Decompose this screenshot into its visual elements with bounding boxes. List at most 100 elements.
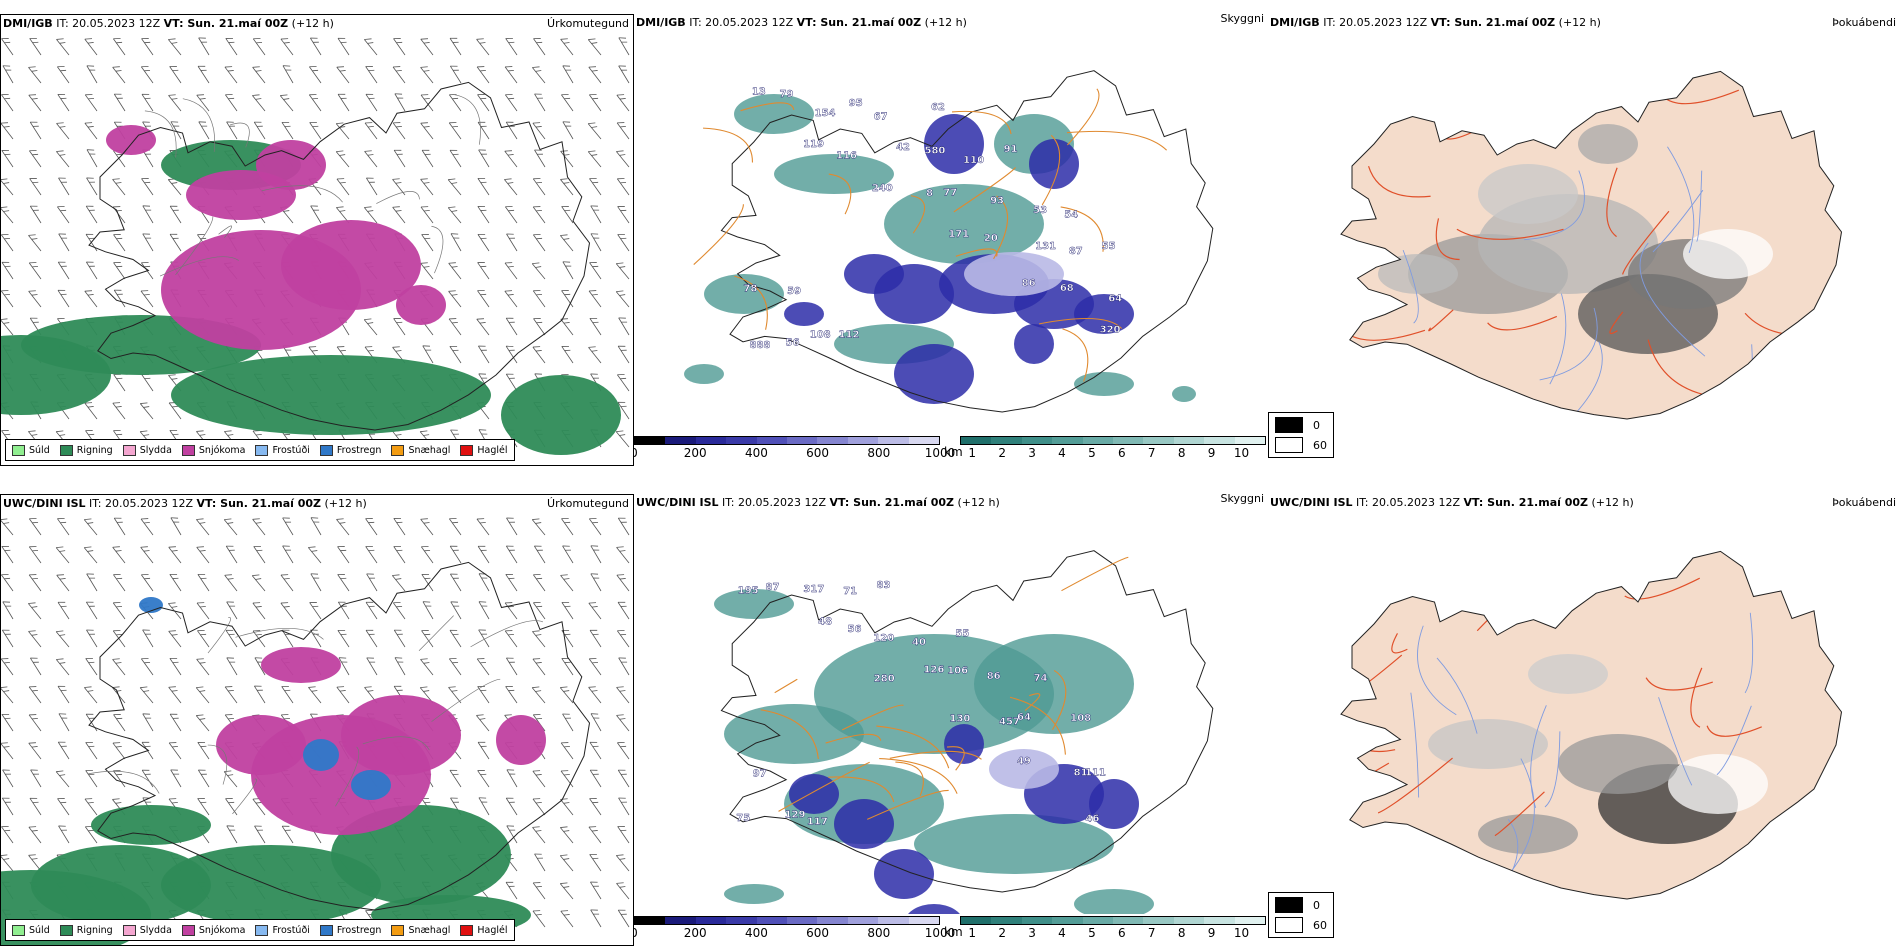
legend-swatch xyxy=(319,444,333,456)
colorbar-tick-label: 8 xyxy=(1177,926,1186,940)
legend-label: Snæhagl xyxy=(408,444,451,456)
colorbar-tick-label: 1000 xyxy=(924,446,956,460)
cloudbase-label: 240 xyxy=(872,183,893,194)
panel-title: Þokuábendi xyxy=(1832,496,1896,509)
cloudbase-label: 108 xyxy=(1070,713,1091,724)
legend-swatch xyxy=(122,924,136,936)
cloudbase-label: 64 xyxy=(1017,712,1031,723)
panel-header: UWC/DINI ISL IT: 20.05.2023 12Z VT: Sun.… xyxy=(636,496,1000,509)
legend-label: Súld xyxy=(29,444,50,456)
legend-swatch xyxy=(181,444,195,456)
legend-item: Slydda xyxy=(122,444,172,456)
cloudbase-label: 67 xyxy=(874,111,888,122)
fog-legend-swatch xyxy=(1275,417,1303,433)
cloudbase-label: 20 xyxy=(984,233,998,244)
legend-item: Súld xyxy=(12,444,50,456)
cloudbase-label: 117 xyxy=(807,816,828,827)
cloudbase-label: 457 xyxy=(999,716,1020,727)
cloudbase-label: 53 xyxy=(1033,205,1047,216)
cloudbase-label: 93 xyxy=(990,196,1004,207)
cloudbase-label: 46 xyxy=(1085,813,1099,824)
panel-title: Þokuábendi xyxy=(1832,16,1896,29)
legend-item: Haglél xyxy=(460,444,508,456)
panel-header: UWC/DINI ISL IT: 20.05.2023 12Z VT: Sun.… xyxy=(1270,496,1634,509)
cloudbase-label: 54 xyxy=(1064,209,1078,220)
visibility-panel-row1: DMI/IGB IT: 20.05.2023 12Z VT: Sun. 21.m… xyxy=(634,14,1268,466)
colorbar-cells xyxy=(634,436,940,445)
cloudbase-label: 87 xyxy=(1069,246,1083,257)
legend-item: Snæhagl xyxy=(391,444,451,456)
legend-label: Súld xyxy=(29,924,50,936)
cloudbase-label: 75 xyxy=(736,813,750,824)
panel-header: DMI/IGB IT: 20.05.2023 12Z VT: Sun. 21.m… xyxy=(1270,16,1601,29)
colorbar-tick-label: 7 xyxy=(1147,926,1156,940)
cloudbase-label: 154 xyxy=(815,108,836,119)
cloudbase-label: 95 xyxy=(849,98,863,109)
legend-swatch xyxy=(319,924,333,936)
legend-label: Snjókoma xyxy=(198,444,246,456)
legend-item: Snæhagl xyxy=(391,924,450,936)
cloudbase-label: 97 xyxy=(753,768,767,779)
cloudbase-label: 48 xyxy=(818,617,832,628)
legend-item: Snjókoma xyxy=(181,444,246,456)
visibility-map: 195 48 280 130 49 46 87 56 126 457 81 75 317 120 106 64… xyxy=(714,550,1214,914)
legend-label: Rigning xyxy=(76,924,113,936)
cloudbase-label: 40 xyxy=(912,637,926,648)
fog-legend: 0 60 xyxy=(1268,412,1334,458)
colorbar-tick-label: 0 xyxy=(634,446,638,460)
fog-legend-label: 60 xyxy=(1313,438,1327,452)
legend-item: Frostúði xyxy=(255,444,310,456)
fog-panel-row1: DMI/IGB IT: 20.05.2023 12Z VT: Sun. 21.m… xyxy=(1268,14,1900,466)
cloudbase-label: 79 xyxy=(780,89,794,100)
colorbar-tick-label: 600 xyxy=(806,926,830,940)
cloudbase-label: 71 xyxy=(843,586,857,597)
legend-label: Frostúði xyxy=(272,444,310,456)
panel-title: Úrkomutegund xyxy=(547,17,629,30)
cloudbase-label: 55 xyxy=(955,629,969,640)
cloudbase-label: 81 xyxy=(1074,768,1088,779)
cloudbase-label: 126 xyxy=(923,664,944,675)
cloudbase-label: 83 xyxy=(877,580,891,591)
colorbar-ticks: 0 200 400 600 800 1000 xyxy=(634,445,955,460)
cloudbase-label: 120 xyxy=(873,633,894,644)
colorbar-tick-label: 200 xyxy=(683,926,707,940)
cloudbase-label: 91 xyxy=(1004,144,1018,155)
cloudbase-label: 62 xyxy=(931,102,945,113)
cloudbase-label: 106 xyxy=(947,666,968,677)
fog-legend-item: 0 xyxy=(1275,897,1327,913)
visibility-colorbar: 1 2 3 4 5 6 7 8 9 10 km xyxy=(944,916,1266,940)
legend-label: Rigning xyxy=(76,444,113,456)
cloudbase-label: 77 xyxy=(943,188,957,199)
cloudbase-label: 116 xyxy=(836,151,857,162)
cloudbase-label: 56 xyxy=(786,337,800,348)
visibility-map: 13 119 240 171 86 320 79 116 8 20 68 888 154 42 77 131 6… xyxy=(684,70,1214,413)
colorbar-ticks: 1 2 3 4 5 6 7 8 9 10 xyxy=(960,925,1266,940)
legend-label: Slydda xyxy=(139,444,172,456)
legend-swatch xyxy=(460,444,474,456)
colorbar-ticks: 0 200 400 600 800 1000 xyxy=(634,925,955,940)
legend-swatch xyxy=(122,444,136,456)
visibility-colorbar: 1 2 3 4 5 6 7 8 9 10 km xyxy=(944,436,1266,460)
cloudbase-label: 130 xyxy=(950,714,971,725)
precip-type-legend: Súld Rigning Slydda Snjókoma Frostúði Frostre… xyxy=(5,439,515,461)
legend-label: Haglél xyxy=(477,924,508,936)
legend-label: Frostregn xyxy=(336,924,382,936)
legend-swatch xyxy=(12,444,25,456)
colorbar-tick-label: 1000 xyxy=(924,926,956,940)
legend-item: Rigning xyxy=(59,444,113,456)
visibility-panel-row2: UWC/DINI ISL IT: 20.05.2023 12Z VT: Sun.… xyxy=(634,494,1268,946)
legend-item: Rigning xyxy=(59,924,113,936)
colorbar-tick-label: 4 xyxy=(1058,926,1066,940)
fog-legend: 0 60 xyxy=(1268,892,1334,938)
cloudbase-label: 78 xyxy=(743,284,757,295)
legend-swatch xyxy=(391,924,405,936)
legend-swatch xyxy=(255,924,269,936)
colorbar-tick-label: 5 xyxy=(1088,446,1096,460)
colorbar-unit: km xyxy=(944,925,963,939)
colorbar-tick-label: 200 xyxy=(683,446,707,460)
legend-swatch xyxy=(391,444,405,456)
fog-legend-label: 0 xyxy=(1313,418,1320,432)
colorbar-tick-label: 3 xyxy=(1028,446,1036,460)
colorbar-tick-label: 6 xyxy=(1118,926,1126,940)
legend-label: Frostregn xyxy=(336,444,382,456)
